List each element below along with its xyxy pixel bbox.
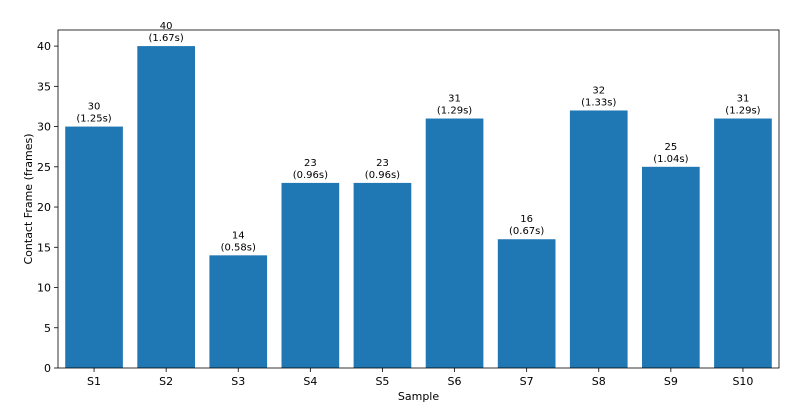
y-tick-label-5: 5 (44, 322, 51, 335)
y-tick-label-0: 0 (44, 362, 51, 375)
x-tick-label-s6: S6 (448, 375, 462, 388)
data-label-seconds-s6: (1.29s) (437, 106, 472, 117)
bar-s5 (353, 182, 412, 368)
data-label-seconds-s4: (0.96s) (293, 170, 328, 181)
data-label-frames-s4: 23 (304, 158, 317, 169)
plot-frame (57, 29, 780, 369)
data-label-frames-s6: 31 (448, 94, 461, 105)
y-tick-label-20: 20 (37, 201, 51, 214)
x-tick-label-s9: S9 (664, 375, 678, 388)
y-tick-label-25: 25 (37, 161, 51, 174)
y-tick-label-15: 15 (37, 241, 51, 254)
x-axis: S1 S2 S3 S4 S5 S6 S7 S8 S9 S10 (87, 368, 753, 388)
x-tick-label-s5: S5 (375, 375, 389, 388)
y-tick-label-40: 40 (37, 40, 51, 53)
data-label-seconds-s2: (1.67s) (149, 33, 184, 44)
bars-layer (65, 46, 772, 369)
data-label-frames-s9: 25 (664, 142, 677, 153)
data-label-seconds-s10: (1.29s) (725, 106, 760, 117)
x-tick-label-s4: S4 (303, 375, 317, 388)
x-tick-label-s1: S1 (87, 375, 101, 388)
y-tick-label-35: 35 (37, 80, 51, 93)
data-label-seconds-s5: (0.96s) (365, 170, 400, 181)
y-tick-label-10: 10 (37, 282, 51, 295)
bar-s4 (281, 182, 340, 368)
bar-s10 (714, 118, 772, 369)
data-label-frames-s10: 31 (737, 94, 750, 105)
data-label-seconds-s3: (0.58s) (221, 242, 256, 253)
bar-s6 (425, 118, 484, 369)
y-axis-label: Contact Frame (frames) (22, 134, 35, 265)
x-tick-label-s3: S3 (231, 375, 245, 388)
x-tick-label-s2: S2 (159, 375, 173, 388)
bar-s2 (137, 46, 195, 368)
data-label-frames-s8: 32 (592, 85, 605, 96)
data-label-seconds-s7: (0.67s) (509, 226, 544, 237)
bar-s8 (569, 110, 628, 368)
bar-s7 (497, 239, 556, 368)
x-tick-label-s8: S8 (592, 375, 606, 388)
x-axis-label: Sample (398, 390, 439, 403)
data-label-frames-s1: 30 (88, 102, 101, 113)
bar-s9 (642, 166, 700, 368)
data-label-frames-s3: 14 (232, 230, 245, 241)
data-label-seconds-s8: (1.33s) (581, 97, 616, 108)
data-label-seconds-s1: (1.25s) (76, 114, 111, 125)
y-axis: 0 5 10 15 20 25 30 35 40 (37, 40, 58, 375)
x-tick-label-s10: S10 (732, 375, 753, 388)
bar-s1 (65, 126, 123, 368)
data-label-frames-s2: 40 (160, 21, 173, 32)
bar-s3 (209, 255, 268, 368)
data-label-frames-s7: 16 (520, 214, 533, 225)
y-tick-label-30: 30 (37, 121, 51, 134)
data-label-seconds-s9: (1.04s) (653, 154, 688, 165)
x-tick-label-s7: S7 (520, 375, 534, 388)
data-labels-layer: 30(1.25s)40(1.67s)14(0.58s)23(0.96s)23(0… (76, 21, 760, 253)
data-label-frames-s5: 23 (376, 158, 389, 169)
